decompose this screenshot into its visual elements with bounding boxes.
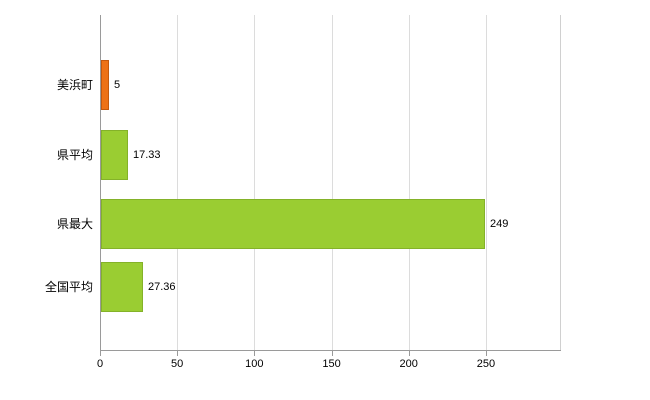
bar (101, 130, 128, 180)
x-tick-label: 100 (245, 358, 264, 370)
gridline (177, 15, 179, 350)
x-tick-mark (177, 351, 179, 356)
x-axis-line (100, 350, 561, 351)
bar-value-label: 17.33 (133, 149, 161, 161)
bar (101, 262, 143, 312)
bar-value-label: 249 (490, 218, 509, 230)
x-tick-label: 0 (96, 358, 104, 370)
gridline (331, 15, 333, 350)
plot-right-border (560, 15, 561, 350)
x-tick-mark (254, 351, 256, 356)
x-tick-mark (408, 351, 410, 356)
gridline (254, 15, 256, 350)
x-tick-label: 150 (322, 358, 341, 370)
x-tick-label: 250 (476, 358, 496, 370)
category-label: 美浜町 (56, 78, 93, 92)
bar-value-label: 5 (114, 79, 121, 91)
x-tick-mark (100, 351, 101, 356)
x-tick-label: 50 (171, 358, 184, 370)
x-tick-mark (331, 351, 333, 356)
gridline (408, 15, 410, 350)
x-tick-mark (485, 351, 487, 356)
gridline (485, 15, 487, 350)
y-axis-line (100, 15, 101, 350)
bar (101, 199, 485, 249)
bar (101, 60, 109, 110)
category-label: 全国平均 (44, 280, 93, 294)
category-label: 県平均 (56, 148, 93, 162)
bar-value-label: 27.36 (148, 281, 176, 293)
category-label: 県最大 (56, 217, 93, 231)
x-tick-label: 200 (399, 358, 418, 370)
